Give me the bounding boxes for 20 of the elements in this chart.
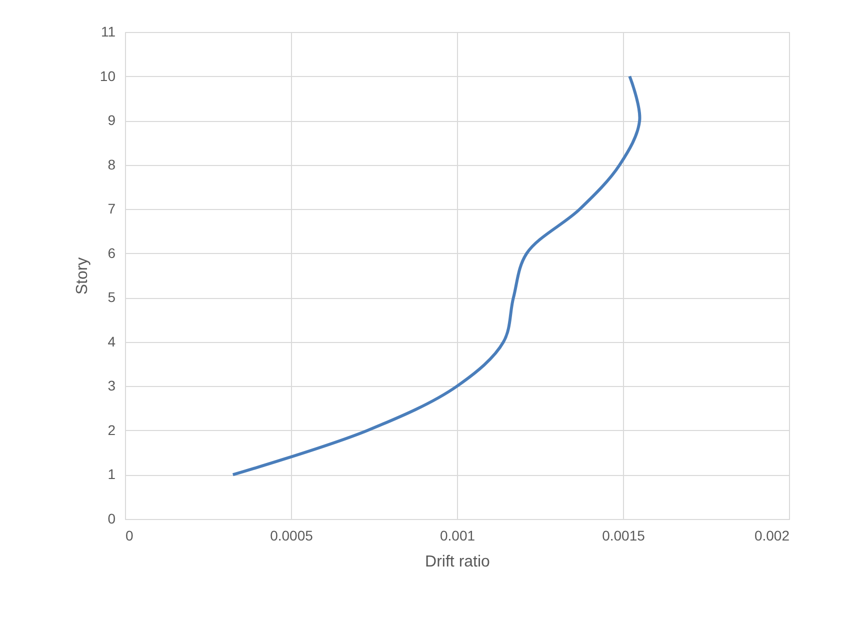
y-tick-label: 9 <box>108 112 116 128</box>
y-tick-label: 10 <box>100 68 116 84</box>
y-tick-label: 7 <box>108 200 116 217</box>
x-tick-label: 0 <box>126 528 134 544</box>
y-tick-label: 0 <box>108 510 116 526</box>
y-tick-label: 3 <box>108 378 116 394</box>
y-tick-label: 6 <box>108 244 116 261</box>
x-tick-label: 0.0005 <box>270 528 314 544</box>
y-tick-label: 8 <box>108 156 116 172</box>
x-tick-label: 0.002 <box>754 528 790 544</box>
y-tick-label: 4 <box>108 333 116 350</box>
y-tick-label: 1 <box>108 466 116 482</box>
y-tick-label: 2 <box>108 422 116 438</box>
x-tick-label: 0.001 <box>440 528 476 544</box>
y-tick-label: 11 <box>100 24 116 40</box>
x-tick-label: 0.0015 <box>602 528 646 544</box>
y-tick-label: 5 <box>108 289 116 306</box>
y-axis-title: Story <box>74 257 91 295</box>
line-series <box>231 74 642 476</box>
x-axis-title: Drift ratio <box>425 554 490 570</box>
